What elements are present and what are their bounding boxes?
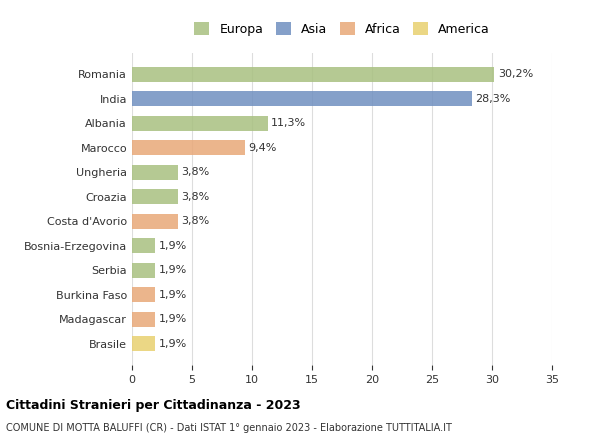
Bar [132,165,178,180]
Text: 1,9%: 1,9% [158,314,187,324]
Text: 1,9%: 1,9% [158,241,187,251]
Text: 30,2%: 30,2% [498,70,533,79]
Bar [132,92,472,106]
Text: 3,8%: 3,8% [181,192,209,202]
Legend: Europa, Asia, Africa, America: Europa, Asia, Africa, America [191,18,493,40]
Text: 11,3%: 11,3% [271,118,307,128]
Bar [132,214,178,229]
Text: 1,9%: 1,9% [158,265,187,275]
Text: COMUNE DI MOTTA BALUFFI (CR) - Dati ISTAT 1° gennaio 2023 - Elaborazione TUTTITA: COMUNE DI MOTTA BALUFFI (CR) - Dati ISTA… [6,423,452,433]
Text: 3,8%: 3,8% [181,216,209,226]
Text: 9,4%: 9,4% [248,143,277,153]
Text: 3,8%: 3,8% [181,167,209,177]
Bar [132,140,245,155]
Text: 1,9%: 1,9% [158,290,187,300]
Text: 28,3%: 28,3% [475,94,511,104]
Bar [132,189,178,204]
Text: 1,9%: 1,9% [158,339,187,348]
Bar [132,238,155,253]
Bar [132,336,155,351]
Bar [132,287,155,302]
Text: Cittadini Stranieri per Cittadinanza - 2023: Cittadini Stranieri per Cittadinanza - 2… [6,399,301,412]
Bar [132,312,155,326]
Bar [132,263,155,278]
Bar [132,67,494,82]
Bar [132,116,268,131]
